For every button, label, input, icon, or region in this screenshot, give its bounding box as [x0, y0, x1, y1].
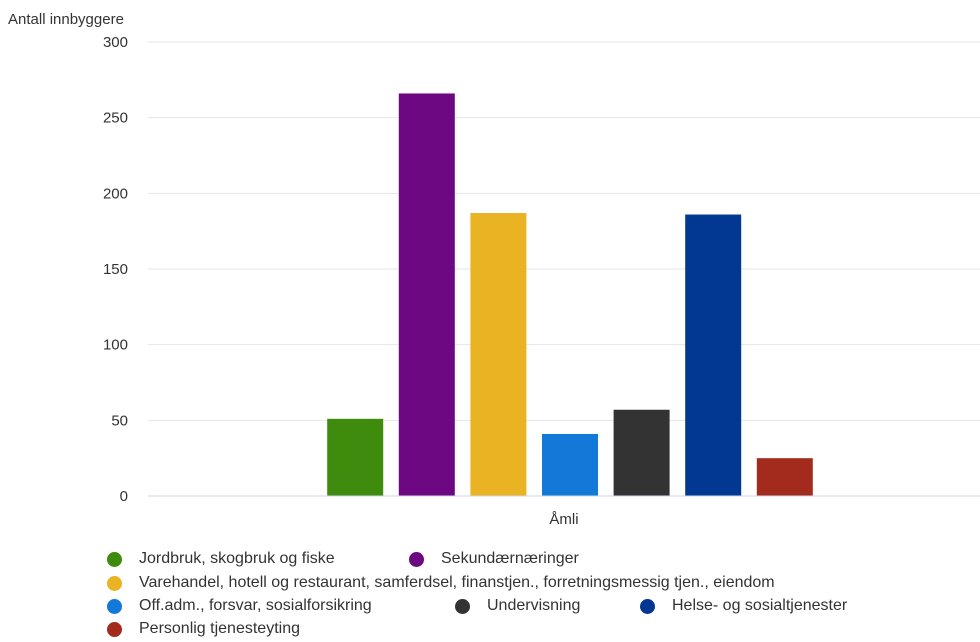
legend-item[interactable]: Sekundærnæringer	[409, 548, 579, 570]
legend-item[interactable]: Helse- og sosialtjenester	[640, 595, 847, 617]
y-tick-label: 200	[103, 185, 128, 202]
legend: Jordbruk, skogbruk og fiske Sekundærnærin…	[0, 548, 980, 642]
legend-item[interactable]: Off.adm., forsvar, sosialforsikring	[107, 595, 372, 617]
bar[interactable]	[542, 433, 598, 496]
bar[interactable]	[756, 458, 813, 496]
legend-item[interactable]: Jordbruk, skogbruk og fiske	[107, 548, 335, 570]
legend-label: Jordbruk, skogbruk og fiske	[139, 550, 335, 567]
y-tick-label: 100	[103, 337, 128, 354]
legend-label: Helse- og sosialtjenester	[672, 597, 848, 614]
y-axis-label: Antall innbyggere	[8, 11, 124, 28]
legend-label: Undervisning	[487, 597, 581, 614]
legend-marker-icon	[455, 598, 470, 614]
bar[interactable]	[327, 418, 384, 496]
legend-marker-icon	[107, 551, 122, 567]
legend-item[interactable]: Personlig tjenesteyting	[107, 618, 300, 640]
legend-label: Varehandel, hotell og restaurant, samfer…	[139, 574, 775, 591]
y-tick-label: 50	[111, 412, 128, 429]
legend-label: Sekundærnæringer	[441, 550, 579, 567]
legend-marker-icon	[640, 598, 655, 614]
bar[interactable]	[398, 93, 455, 496]
legend-marker-icon	[107, 598, 122, 614]
legend-item[interactable]: Varehandel, hotell og restaurant, samfer…	[107, 572, 775, 594]
y-tick-label: 150	[103, 261, 128, 278]
legend-marker-icon	[409, 551, 424, 567]
y-tick-label: 0	[120, 488, 128, 505]
legend-label: Personlig tjenesteyting	[139, 620, 300, 637]
bar[interactable]	[470, 213, 527, 497]
chart-plot: Antall innbyggere 0 50 100 150 200 250 300 Åmli	[8, 11, 980, 528]
legend-label: Off.adm., forsvar, sosialforsikring	[139, 597, 372, 614]
bar[interactable]	[685, 214, 742, 496]
x-tick-label: Åmli	[549, 511, 578, 528]
legend-marker-icon	[107, 621, 122, 637]
y-tick-label: 250	[103, 110, 128, 127]
legend-item[interactable]: Undervisning	[455, 595, 580, 617]
bar[interactable]	[613, 409, 670, 496]
legend-marker-icon	[107, 575, 122, 591]
y-tick-label: 300	[103, 34, 128, 51]
